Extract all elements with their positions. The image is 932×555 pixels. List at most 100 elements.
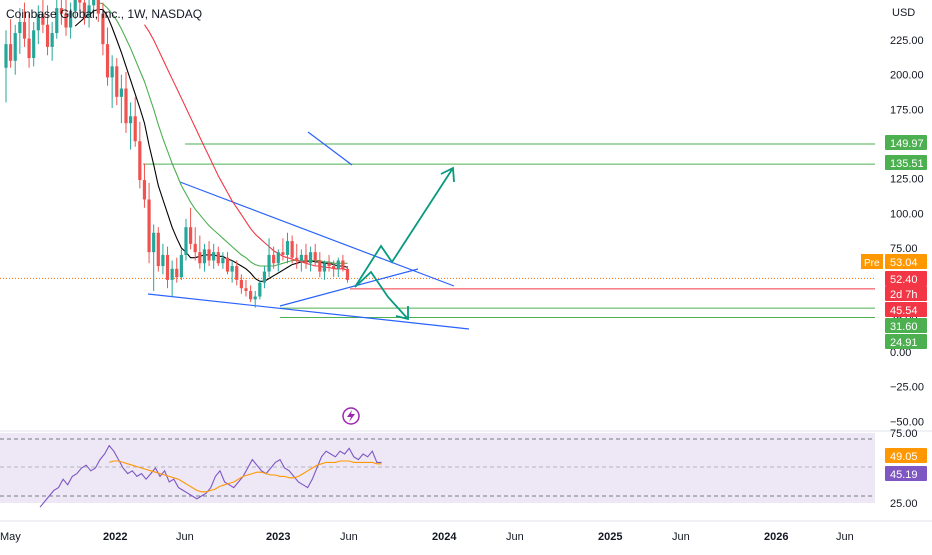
candle-body <box>179 254 183 278</box>
candle-body <box>193 243 197 253</box>
candle-body <box>4 44 8 68</box>
candle-body <box>78 0 82 3</box>
currency-label: USD <box>892 7 916 19</box>
x-tick-label: 2022 <box>103 531 127 543</box>
x-tick-label: 2024 <box>432 531 457 543</box>
candle-body <box>202 249 207 264</box>
candle-body <box>87 5 91 17</box>
candle-body <box>345 268 350 280</box>
candle-body <box>308 252 313 264</box>
candle-body <box>69 10 73 28</box>
candle-body <box>96 0 100 14</box>
price-label-box <box>885 155 927 170</box>
x-tick-label: 2023 <box>266 531 290 543</box>
candle-body <box>147 199 151 253</box>
candle-body <box>341 260 345 269</box>
price-label-box <box>885 254 927 269</box>
rsi-value-label: 49.05 <box>890 451 918 463</box>
price-label: 135.51 <box>890 158 924 170</box>
candle-body <box>32 30 36 59</box>
candle-body <box>248 290 253 300</box>
candle-body <box>276 252 280 264</box>
candle-body <box>129 116 133 124</box>
projection-arrow-down <box>354 270 409 320</box>
pre-market-tag <box>861 254 883 269</box>
candle-body <box>225 257 230 272</box>
x-tick-label: 2026 <box>764 531 788 543</box>
price-label-box <box>885 334 927 349</box>
candle-body <box>332 266 336 269</box>
candle-body <box>221 257 225 264</box>
x-tick-label: Jun <box>506 531 524 543</box>
candle-body <box>285 241 290 255</box>
trendline-upper <box>179 181 455 287</box>
price-label-box <box>885 302 927 317</box>
rsi-y-tick-label: 75.00 <box>890 428 918 440</box>
candle-body <box>105 44 110 78</box>
rsi-line <box>109 460 382 493</box>
candle-body <box>92 0 96 6</box>
price-label-box <box>885 135 927 150</box>
candle-body <box>27 38 31 59</box>
candle-body <box>110 66 114 78</box>
candle-body <box>304 254 308 264</box>
candle-body <box>101 13 105 45</box>
y-tick-label: −25.00 <box>890 382 924 394</box>
y-tick-label: 125.00 <box>890 174 924 186</box>
x-tick-label: Jun <box>176 531 194 543</box>
price-label: 53.04 <box>890 257 918 269</box>
candle-body <box>9 44 13 61</box>
chart-title: Coinbase Global, Inc., 1W, NASDAQ <box>6 7 203 21</box>
y-tick-label: 225.00 <box>890 35 924 47</box>
price-label-box <box>885 318 927 333</box>
candle-body <box>41 13 45 25</box>
candle-body <box>142 180 147 200</box>
candle-body <box>244 288 248 291</box>
candle-body <box>170 268 174 280</box>
rsi-y-tick-label: 25.00 <box>890 498 918 510</box>
candle-body <box>253 296 257 300</box>
pre-market-tag-label: Pre <box>864 258 880 269</box>
y-tick-label: 200.00 <box>890 70 924 82</box>
candle-body <box>161 254 165 267</box>
rsi-value-box <box>885 448 927 463</box>
y-tick-label: 100.00 <box>890 208 924 220</box>
ema-line <box>74 8 348 282</box>
candle-body <box>318 260 322 272</box>
price-label: 52.40 <box>890 274 918 286</box>
x-tick-label: Jun <box>672 531 690 543</box>
candle-body <box>322 263 327 272</box>
candle-body <box>64 13 68 28</box>
lightning-icon-glyph <box>347 410 355 422</box>
y-tick-label: −50.00 <box>890 416 924 428</box>
candle-body <box>235 266 239 280</box>
price-label: 31.60 <box>890 321 918 333</box>
rsi-value-box <box>885 466 927 481</box>
price-label: 149.97 <box>890 138 924 150</box>
candle-body <box>45 24 50 47</box>
candle-body <box>258 282 262 297</box>
candle-body <box>327 263 331 267</box>
rsi-band <box>0 433 875 503</box>
price-label: 45.54 <box>890 305 918 317</box>
x-tick-label: May <box>0 531 21 543</box>
candle-body <box>184 227 188 255</box>
trendline-short <box>307 131 353 166</box>
candle-body <box>22 21 27 39</box>
candle-body <box>13 33 17 61</box>
candle-body <box>133 116 137 142</box>
candle-body <box>119 88 123 97</box>
candle-body <box>216 252 220 264</box>
candle-body <box>281 252 285 255</box>
candle-body <box>59 8 63 14</box>
price-label: 24.91 <box>890 337 918 349</box>
candle-body <box>295 257 299 261</box>
candle-body <box>152 232 156 253</box>
candle-body <box>239 279 243 289</box>
projection-arrow-up-head <box>440 166 455 183</box>
candle-body <box>336 260 340 269</box>
candle-body <box>138 141 142 181</box>
candle-body <box>262 271 267 283</box>
